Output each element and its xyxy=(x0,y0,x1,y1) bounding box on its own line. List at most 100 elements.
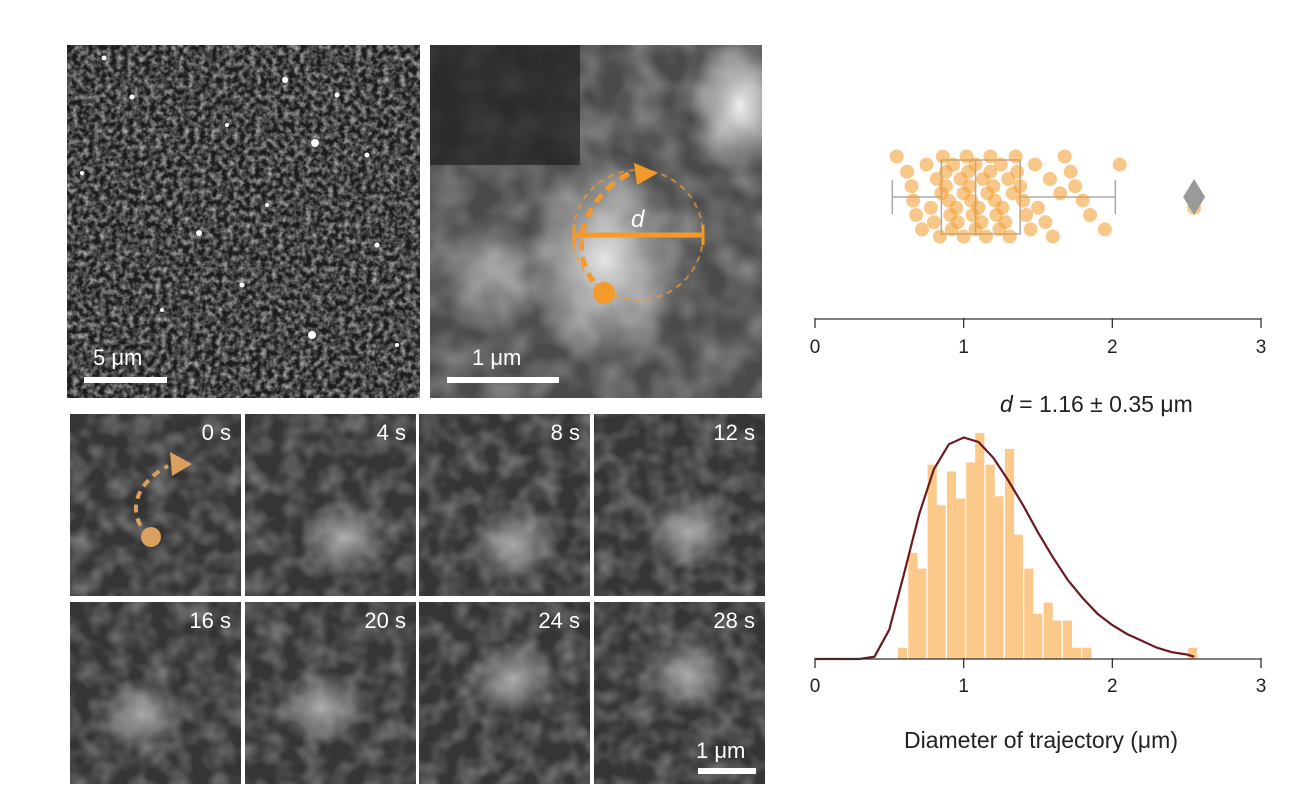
plots: 0 1 2 3 d = 1.16 ± 0.35 μm 0 1 2 3 Diameter of t… xyxy=(810,149,1267,753)
histogram-bar xyxy=(946,471,957,659)
overview-micrograph: 5 μm xyxy=(67,45,420,398)
x-tick-label: 2 xyxy=(1107,676,1118,697)
frame-image xyxy=(594,414,765,596)
data-point xyxy=(956,229,971,244)
histogram-plot: d = 1.16 ± 0.35 μm 0 1 2 3 Diameter of trajec… xyxy=(810,391,1267,753)
data-point xyxy=(1063,164,1078,179)
frame-time-label: 12 s xyxy=(713,420,755,445)
data-point xyxy=(983,164,998,179)
histogram-bar xyxy=(966,462,976,659)
x-tick-label: 1 xyxy=(958,676,969,697)
data-point xyxy=(938,179,953,194)
time-frame: 12 s xyxy=(594,414,765,596)
data-point xyxy=(1042,172,1057,186)
data-point xyxy=(986,179,1001,194)
data-point xyxy=(983,149,998,164)
data-point xyxy=(1097,222,1112,237)
data-point xyxy=(1008,149,1023,164)
trajectory-arrow-icon xyxy=(634,163,658,185)
histogram-bar xyxy=(897,647,908,659)
data-point xyxy=(1010,164,1025,179)
scale-bar-label: 1 μm xyxy=(696,738,746,763)
x-tick-label: 2 xyxy=(1107,337,1118,358)
frame-time-label: 24 s xyxy=(538,608,580,633)
data-point xyxy=(1023,222,1038,237)
data-point xyxy=(1013,179,1028,194)
data-point xyxy=(900,164,915,179)
data-point xyxy=(962,179,977,194)
frame-time-label: 8 s xyxy=(550,420,580,445)
trajectory-path xyxy=(578,170,632,296)
zoom-micrograph: d 1 μm xyxy=(430,45,762,398)
frame-time-label: 28 s xyxy=(713,608,755,633)
histogram-bar xyxy=(936,505,946,659)
data-point xyxy=(1053,186,1068,201)
data-point xyxy=(906,193,921,208)
data-point xyxy=(993,157,1008,172)
mean-annotation: d = 1.16 ± 0.35 μm xyxy=(1000,391,1193,417)
histogram-bar xyxy=(975,433,985,659)
scale-bar-label: 5 μm xyxy=(93,345,143,370)
strip-box-plot: 0 1 2 3 xyxy=(810,149,1267,358)
time-frame: 16 s xyxy=(70,602,241,784)
data-point xyxy=(946,157,961,172)
scale-bar-label: 1 μm xyxy=(472,345,522,370)
data-point xyxy=(1019,208,1034,222)
frame-image xyxy=(419,414,590,596)
histogram-bar xyxy=(994,496,1004,659)
diameter-label: d xyxy=(631,206,645,233)
data-point xyxy=(1002,229,1017,244)
data-point xyxy=(998,215,1013,230)
data-point xyxy=(1068,179,1083,194)
data-point xyxy=(1083,208,1098,222)
histogram-bar xyxy=(1013,534,1024,659)
data-point xyxy=(959,149,974,164)
data-point xyxy=(1075,193,1090,208)
frame-time-label: 0 s xyxy=(201,420,231,445)
trajectory-start-dot xyxy=(141,527,161,547)
data-point xyxy=(978,229,993,244)
time-frame: 8 s xyxy=(419,414,590,596)
time-frame: 28 s 1 μm xyxy=(594,602,765,784)
data-point xyxy=(915,222,930,237)
data-point xyxy=(926,215,941,230)
histogram-bar xyxy=(1062,620,1073,659)
scale-bar xyxy=(447,377,559,383)
histogram-bar xyxy=(1082,647,1092,659)
data-point xyxy=(904,179,919,194)
data-point xyxy=(1045,229,1060,244)
data-point xyxy=(1057,149,1072,164)
trajectory-start-dot xyxy=(593,282,615,304)
data-point xyxy=(889,149,904,164)
frame-time-label: 4 s xyxy=(376,420,406,445)
trajectory-path xyxy=(134,464,169,538)
data-point xyxy=(1016,193,1031,208)
histogram-bar xyxy=(1071,647,1081,659)
histogram-bar xyxy=(1033,613,1043,659)
time-frame: 24 s xyxy=(419,602,590,784)
histogram-bar xyxy=(1043,602,1053,659)
scale-bar xyxy=(698,768,756,774)
data-point xyxy=(950,215,965,230)
overview-image xyxy=(67,45,420,398)
x-tick-label: 3 xyxy=(1256,676,1267,697)
data-point xyxy=(1031,200,1045,215)
data-point xyxy=(923,200,938,215)
data-point xyxy=(909,208,924,222)
time-frame: 0 s xyxy=(70,414,241,596)
data-point xyxy=(949,200,964,215)
frame-image xyxy=(419,602,590,784)
scale-bar xyxy=(84,377,167,383)
frame-image xyxy=(70,602,241,784)
x-tick-label: 3 xyxy=(1256,337,1267,358)
x-axis-label: Diameter of trajectory (μm) xyxy=(904,727,1178,753)
data-point xyxy=(1038,215,1053,230)
data-point xyxy=(971,200,986,215)
x-tick-label: 0 xyxy=(810,337,821,358)
data-point xyxy=(1112,157,1127,172)
histogram-bar xyxy=(908,552,918,659)
histogram-bar xyxy=(1024,568,1034,659)
frame-image xyxy=(594,602,765,784)
time-frame: 20 s xyxy=(245,602,416,784)
x-tick-label: 1 xyxy=(958,337,969,358)
